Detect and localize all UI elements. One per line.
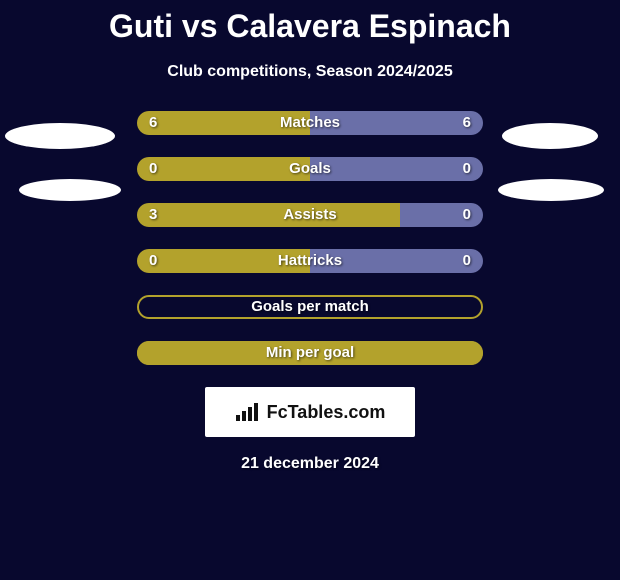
stat-label: Matches (137, 111, 483, 135)
player-ellipse (19, 179, 121, 201)
stats-container: 66Matches 00Goals 30Assists 00Hattricks Goal… (0, 111, 620, 365)
stat-label: Hattricks (137, 249, 483, 273)
footer-logo: FcTables.com (205, 387, 415, 437)
stat-row: Goals per match (137, 295, 483, 319)
footer-brand-text: FcTables.com (267, 402, 386, 423)
player-ellipse (502, 123, 598, 149)
page-title: Guti vs Calavera Espinach (0, 0, 620, 45)
bars-icon (235, 401, 261, 423)
stat-label: Goals per match (137, 295, 483, 319)
stat-row: Min per goal (137, 341, 483, 365)
stat-label: Min per goal (137, 341, 483, 365)
stat-row: 00Hattricks (137, 249, 483, 273)
player-ellipse (498, 179, 604, 201)
stat-row: 30Assists (137, 203, 483, 227)
stat-row: 00Goals (137, 157, 483, 181)
stat-label: Goals (137, 157, 483, 181)
stat-row: 66Matches (137, 111, 483, 135)
player-ellipse (5, 123, 115, 149)
date-text: 21 december 2024 (0, 455, 620, 473)
subtitle: Club competitions, Season 2024/2025 (0, 63, 620, 81)
stat-label: Assists (137, 203, 483, 227)
